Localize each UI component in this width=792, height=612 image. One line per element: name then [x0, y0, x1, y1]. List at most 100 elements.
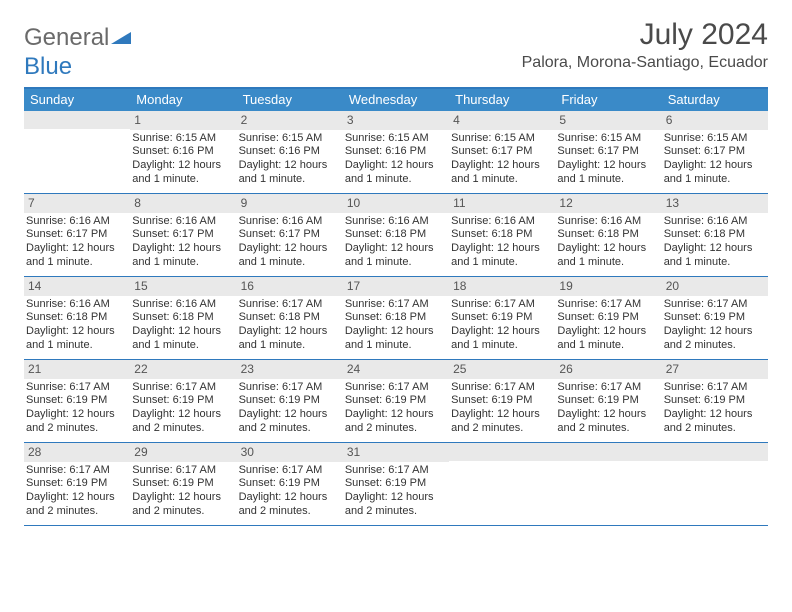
sunset-text: Sunset: 6:19 PM [345, 477, 447, 491]
dow-friday: Friday [555, 89, 661, 111]
sunset-text: Sunset: 6:18 PM [557, 228, 659, 242]
daylight-text: Daylight: 12 hours and 1 minute. [664, 159, 766, 187]
day-cell: 29Sunrise: 6:17 AMSunset: 6:19 PMDayligh… [130, 443, 236, 525]
sunrise-text: Sunrise: 6:17 AM [345, 381, 447, 395]
day-details: Sunrise: 6:15 AMSunset: 6:16 PMDaylight:… [237, 130, 343, 191]
day-cell: 6Sunrise: 6:15 AMSunset: 6:17 PMDaylight… [662, 111, 768, 193]
daylight-text: Daylight: 12 hours and 1 minute. [557, 325, 659, 353]
day-number: 15 [130, 277, 236, 296]
day-number: 14 [24, 277, 130, 296]
day-cell: 18Sunrise: 6:17 AMSunset: 6:19 PMDayligh… [449, 277, 555, 359]
daylight-text: Daylight: 12 hours and 1 minute. [345, 159, 447, 187]
sunset-text: Sunset: 6:18 PM [345, 311, 447, 325]
day-details: Sunrise: 6:15 AMSunset: 6:16 PMDaylight:… [343, 130, 449, 191]
sunset-text: Sunset: 6:18 PM [345, 228, 447, 242]
day-number [662, 443, 768, 461]
day-number: 26 [555, 360, 661, 379]
week-row: 28Sunrise: 6:17 AMSunset: 6:19 PMDayligh… [24, 443, 768, 526]
sunset-text: Sunset: 6:19 PM [132, 477, 234, 491]
day-details: Sunrise: 6:17 AMSunset: 6:19 PMDaylight:… [130, 462, 236, 523]
daylight-text: Daylight: 12 hours and 1 minute. [345, 242, 447, 270]
sunset-text: Sunset: 6:17 PM [239, 228, 341, 242]
dow-tuesday: Tuesday [237, 89, 343, 111]
day-cell: 31Sunrise: 6:17 AMSunset: 6:19 PMDayligh… [343, 443, 449, 525]
sunrise-text: Sunrise: 6:15 AM [557, 132, 659, 146]
logo: General Blue [24, 18, 133, 81]
calendar: Sunday Monday Tuesday Wednesday Thursday… [24, 87, 768, 526]
day-details: Sunrise: 6:17 AMSunset: 6:19 PMDaylight:… [555, 379, 661, 440]
day-details: Sunrise: 6:16 AMSunset: 6:18 PMDaylight:… [130, 296, 236, 357]
logo-triangle-icon [111, 25, 133, 53]
sunset-text: Sunset: 6:17 PM [26, 228, 128, 242]
daylight-text: Daylight: 12 hours and 2 minutes. [26, 408, 128, 436]
day-details: Sunrise: 6:17 AMSunset: 6:19 PMDaylight:… [343, 379, 449, 440]
sunset-text: Sunset: 6:17 PM [132, 228, 234, 242]
day-cell: 3Sunrise: 6:15 AMSunset: 6:16 PMDaylight… [343, 111, 449, 193]
sunrise-text: Sunrise: 6:16 AM [557, 215, 659, 229]
daylight-text: Daylight: 12 hours and 2 minutes. [345, 408, 447, 436]
sunrise-text: Sunrise: 6:17 AM [557, 381, 659, 395]
daylight-text: Daylight: 12 hours and 2 minutes. [557, 408, 659, 436]
day-number: 19 [555, 277, 661, 296]
day-cell [555, 443, 661, 525]
dow-wednesday: Wednesday [343, 89, 449, 111]
day-number: 27 [662, 360, 768, 379]
sunset-text: Sunset: 6:19 PM [451, 311, 553, 325]
sunset-text: Sunset: 6:19 PM [239, 394, 341, 408]
day-number: 4 [449, 111, 555, 130]
day-number [24, 111, 130, 129]
sunrise-text: Sunrise: 6:16 AM [132, 298, 234, 312]
day-number: 7 [24, 194, 130, 213]
day-number: 3 [343, 111, 449, 130]
sunrise-text: Sunrise: 6:17 AM [345, 298, 447, 312]
day-cell: 27Sunrise: 6:17 AMSunset: 6:19 PMDayligh… [662, 360, 768, 442]
daylight-text: Daylight: 12 hours and 1 minute. [451, 159, 553, 187]
daylight-text: Daylight: 12 hours and 2 minutes. [132, 408, 234, 436]
dow-saturday: Saturday [662, 89, 768, 111]
day-cell: 7Sunrise: 6:16 AMSunset: 6:17 PMDaylight… [24, 194, 130, 276]
day-cell: 19Sunrise: 6:17 AMSunset: 6:19 PMDayligh… [555, 277, 661, 359]
day-cell: 24Sunrise: 6:17 AMSunset: 6:19 PMDayligh… [343, 360, 449, 442]
daylight-text: Daylight: 12 hours and 2 minutes. [451, 408, 553, 436]
sunset-text: Sunset: 6:19 PM [664, 311, 766, 325]
day-cell: 5Sunrise: 6:15 AMSunset: 6:17 PMDaylight… [555, 111, 661, 193]
sunset-text: Sunset: 6:18 PM [26, 311, 128, 325]
day-details: Sunrise: 6:17 AMSunset: 6:19 PMDaylight:… [555, 296, 661, 357]
day-details: Sunrise: 6:15 AMSunset: 6:17 PMDaylight:… [662, 130, 768, 191]
daylight-text: Daylight: 12 hours and 2 minutes. [239, 491, 341, 519]
day-details: Sunrise: 6:17 AMSunset: 6:19 PMDaylight:… [449, 296, 555, 357]
day-details: Sunrise: 6:17 AMSunset: 6:19 PMDaylight:… [343, 462, 449, 523]
daylight-text: Daylight: 12 hours and 1 minute. [345, 325, 447, 353]
title-block: July 2024 Palora, Morona-Santiago, Ecuad… [522, 18, 768, 72]
day-number: 17 [343, 277, 449, 296]
daylight-text: Daylight: 12 hours and 1 minute. [132, 325, 234, 353]
day-cell: 13Sunrise: 6:16 AMSunset: 6:18 PMDayligh… [662, 194, 768, 276]
day-cell: 17 Sunrise: 6:17 AMSunset: 6:18 PMDayligh… [343, 277, 449, 359]
day-cell: 20Sunrise: 6:17 AMSunset: 6:19 PMDayligh… [662, 277, 768, 359]
sunset-text: Sunset: 6:18 PM [664, 228, 766, 242]
day-details: Sunrise: 6:16 AMSunset: 6:18 PMDaylight:… [555, 213, 661, 274]
sunset-text: Sunset: 6:19 PM [557, 394, 659, 408]
daylight-text: Daylight: 12 hours and 1 minute. [557, 242, 659, 270]
day-number: 22 [130, 360, 236, 379]
day-cell: 11Sunrise: 6:16 AMSunset: 6:18 PMDayligh… [449, 194, 555, 276]
day-number: 6 [662, 111, 768, 130]
day-number [449, 443, 555, 461]
day-details: Sunrise: 6:17 AMSunset: 6:19 PMDaylight:… [237, 462, 343, 523]
day-details: Sunrise: 6:16 AMSunset: 6:18 PMDaylight:… [662, 213, 768, 274]
day-cell: 14Sunrise: 6:16 AMSunset: 6:18 PMDayligh… [24, 277, 130, 359]
daylight-text: Daylight: 12 hours and 1 minute. [132, 242, 234, 270]
sunset-text: Sunset: 6:19 PM [345, 394, 447, 408]
day-cell: 8Sunrise: 6:16 AMSunset: 6:17 PMDaylight… [130, 194, 236, 276]
sunset-text: Sunset: 6:19 PM [239, 477, 341, 491]
logo-text-blue: Blue [24, 53, 72, 80]
day-number: 30 [237, 443, 343, 462]
daylight-text: Daylight: 12 hours and 1 minute. [239, 325, 341, 353]
sunset-text: Sunset: 6:19 PM [664, 394, 766, 408]
day-number: 10 [343, 194, 449, 213]
day-details: Sunrise: 6:17 AMSunset: 6:19 PMDaylight:… [24, 462, 130, 523]
day-cell: 4Sunrise: 6:15 AMSunset: 6:17 PMDaylight… [449, 111, 555, 193]
sunrise-text: Sunrise: 6:17 AM [26, 381, 128, 395]
sunrise-text: Sunrise: 6:15 AM [451, 132, 553, 146]
sunset-text: Sunset: 6:18 PM [239, 311, 341, 325]
